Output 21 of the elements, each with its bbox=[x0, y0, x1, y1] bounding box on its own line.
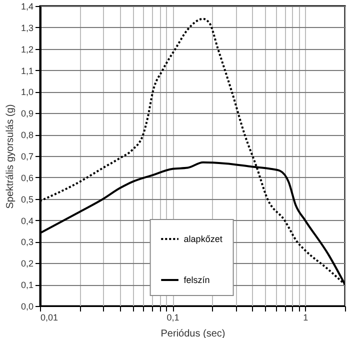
y-tick-label: 0,0 bbox=[20, 302, 34, 312]
y-tick-label: 0,6 bbox=[20, 172, 34, 183]
y-tick-label: 1,2 bbox=[20, 44, 34, 54]
legend-label: felszín bbox=[184, 275, 210, 285]
legend-label: alapkőzet bbox=[184, 234, 223, 244]
y-tick-label: 1,3 bbox=[20, 22, 34, 33]
y-tick-label: 1,1 bbox=[20, 66, 34, 76]
y-tick-label: 0,9 bbox=[20, 108, 34, 119]
y-tick-label: 0,2 bbox=[20, 258, 34, 269]
y-tick-label: 0,7 bbox=[20, 152, 34, 162]
y-tick-label: 0,3 bbox=[20, 237, 34, 248]
y-tick-label: 1,4 bbox=[20, 2, 34, 12]
x-tick-label: 0,1 bbox=[166, 312, 180, 322]
y-axis-title: Spektrális gyorsulás (g) bbox=[4, 104, 16, 209]
y-tick-label: 1,0 bbox=[20, 87, 34, 98]
y-tick-label: 0,1 bbox=[20, 280, 34, 290]
y-tick-label: 0,5 bbox=[20, 194, 34, 204]
x-tick-label: 1 bbox=[303, 312, 308, 322]
y-tick-label: 0,4 bbox=[20, 216, 34, 226]
x-tick-label: 0,01 bbox=[40, 312, 58, 322]
y-tick-label: 0,8 bbox=[20, 130, 34, 140]
